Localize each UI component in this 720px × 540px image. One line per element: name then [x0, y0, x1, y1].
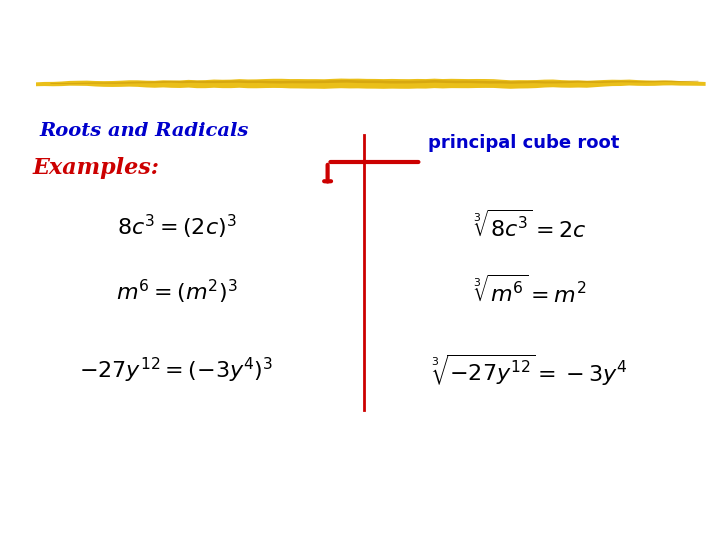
Text: $m^6 = (m^2)^3$: $m^6 = (m^2)^3$ [115, 278, 238, 306]
Text: principal cube root: principal cube root [428, 134, 620, 152]
Polygon shape [36, 78, 706, 89]
Polygon shape [50, 80, 698, 84]
Text: $\sqrt[3]{m^6} = m^2$: $\sqrt[3]{m^6} = m^2$ [472, 275, 586, 308]
Text: Roots and Radicals: Roots and Radicals [40, 122, 249, 139]
Text: Examples:: Examples: [32, 157, 159, 179]
Text: $\sqrt[3]{8c^3} = 2c$: $\sqrt[3]{8c^3} = 2c$ [472, 211, 586, 243]
Text: $8c^3 = (2c)^3$: $8c^3 = (2c)^3$ [117, 213, 236, 241]
Text: $-27y^{12} = (-3y^4)^3$: $-27y^{12} = (-3y^4)^3$ [79, 355, 274, 384]
Text: $\sqrt[3]{-27y^{12}} = -3y^4$: $\sqrt[3]{-27y^{12}} = -3y^4$ [431, 352, 627, 388]
